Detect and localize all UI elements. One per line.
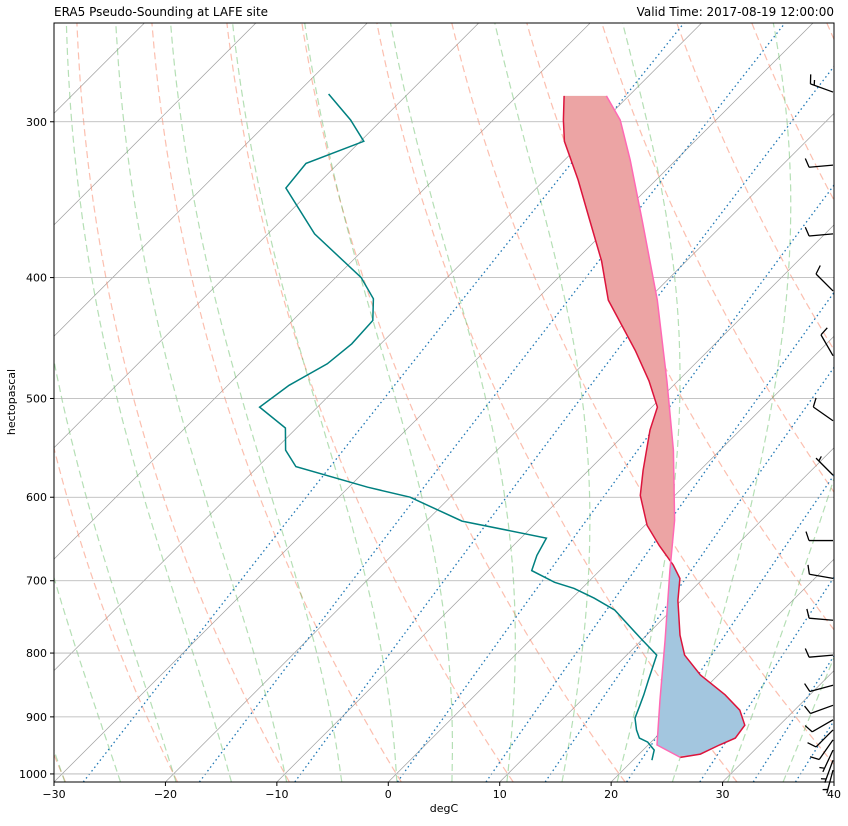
x-tick-label: −30: [42, 788, 65, 801]
y-tick-label: 300: [26, 116, 47, 129]
y-tick-label: 400: [26, 272, 47, 285]
y-tick-label: 500: [26, 392, 47, 405]
chart-title: ERA5 Pseudo-Sounding at LAFE site: [54, 5, 268, 19]
y-tick-label: 900: [26, 711, 47, 724]
x-axis-label: degC: [430, 802, 459, 815]
y-tick-label: 600: [26, 491, 47, 504]
y-tick-label: 1000: [19, 768, 47, 781]
x-tick-label: 10: [493, 788, 507, 801]
x-tick-label: 30: [716, 788, 730, 801]
x-tick-label: −10: [265, 788, 288, 801]
y-axis-label: hectopascal: [5, 369, 18, 435]
x-tick-label: −20: [154, 788, 177, 801]
x-tick-label: 0: [385, 788, 392, 801]
y-tick-label: 700: [26, 575, 47, 588]
x-tick-label: 20: [604, 788, 618, 801]
x-tick-label: 40: [827, 788, 841, 801]
valid-time: Valid Time: 2017-08-19 12:00:00: [637, 5, 834, 19]
y-tick-label: 800: [26, 647, 47, 660]
